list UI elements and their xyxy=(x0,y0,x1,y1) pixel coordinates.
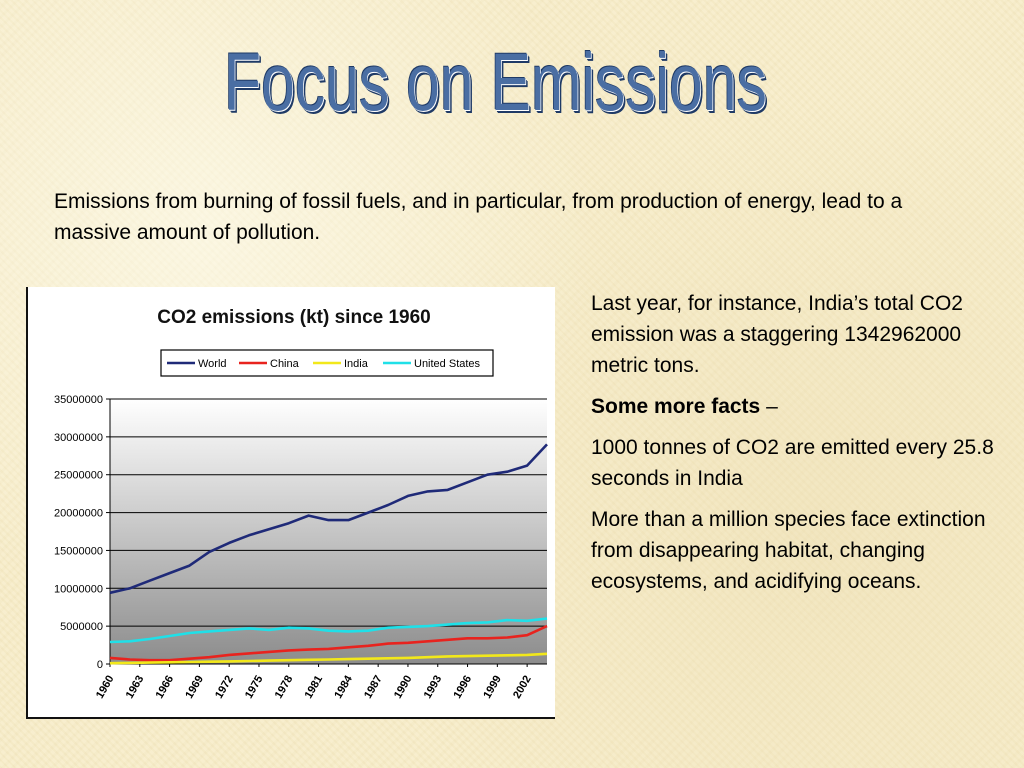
facts-heading: Some more facts – xyxy=(591,391,1013,422)
y-tick-label: 5000000 xyxy=(60,621,103,633)
y-tick-label: 25000000 xyxy=(54,470,103,482)
series-line-china xyxy=(109,624,548,662)
co2-chart-svg: CO2 emissions (kt) since 1960 World China… xyxy=(54,307,548,701)
x-tick-label: 1987 xyxy=(362,674,385,701)
y-tick-label: 20000000 xyxy=(54,508,103,520)
x-tick-label: 1969 xyxy=(183,674,206,701)
x-tick-label: 1972 xyxy=(213,674,236,701)
facts-heading-dash: – xyxy=(760,395,778,418)
y-tick-label: 35000000 xyxy=(54,394,103,406)
x-tick-label: 1993 xyxy=(422,674,445,701)
intro-text: Emissions from burning of fossil fuels, … xyxy=(54,190,903,244)
slide-title: Focus on Emissions xyxy=(224,37,767,128)
x-tick-label: 1978 xyxy=(273,674,296,701)
fact-species: More than a million species face extinct… xyxy=(591,508,986,593)
legend-label-india: India xyxy=(344,358,369,370)
chart-plot-area: 0 5000000 10000000 15000000 20000000 25000000… xyxy=(54,394,548,701)
fact-emission-rate: 1000 tonnes of CO2 are emitted every 25.… xyxy=(591,436,994,490)
co2-chart: CO2 emissions (kt) since 1960 World China… xyxy=(26,287,555,719)
fact-india-total: Last year, for instance, India’s total C… xyxy=(591,292,963,377)
x-tick-label: 1990 xyxy=(392,674,415,701)
legend-label-china: China xyxy=(270,358,300,370)
series-line-united-states xyxy=(109,617,548,644)
x-tick-label: 1966 xyxy=(154,674,177,701)
facts-panel: Last year, for instance, India’s total C… xyxy=(591,288,1013,607)
plot-background xyxy=(110,399,547,664)
series-line-india xyxy=(109,652,548,665)
chart-title: CO2 emissions (kt) since 1960 xyxy=(157,307,431,328)
y-tick-label: 0 xyxy=(97,659,103,671)
y-tick-label: 10000000 xyxy=(54,583,103,595)
legend-label-world: World xyxy=(198,358,227,370)
x-tick-label: 1960 xyxy=(94,674,117,701)
x-tick-label: 1996 xyxy=(452,674,475,701)
y-tick-label: 30000000 xyxy=(54,432,103,444)
chart-legend: World China India United States xyxy=(160,349,494,377)
x-tick-label: 1981 xyxy=(303,674,326,701)
y-tick-label: 15000000 xyxy=(54,545,103,557)
x-tick-label: 1963 xyxy=(124,674,147,701)
facts-heading-bold: Some more facts xyxy=(591,395,761,418)
x-tick-label: 1984 xyxy=(332,673,355,701)
x-tick-label: 1999 xyxy=(481,674,504,701)
legend-label-united-states: United States xyxy=(414,358,481,370)
x-tick-label: 1975 xyxy=(243,674,266,701)
x-tick-label: 2002 xyxy=(511,674,534,701)
series-line-world xyxy=(109,443,548,595)
